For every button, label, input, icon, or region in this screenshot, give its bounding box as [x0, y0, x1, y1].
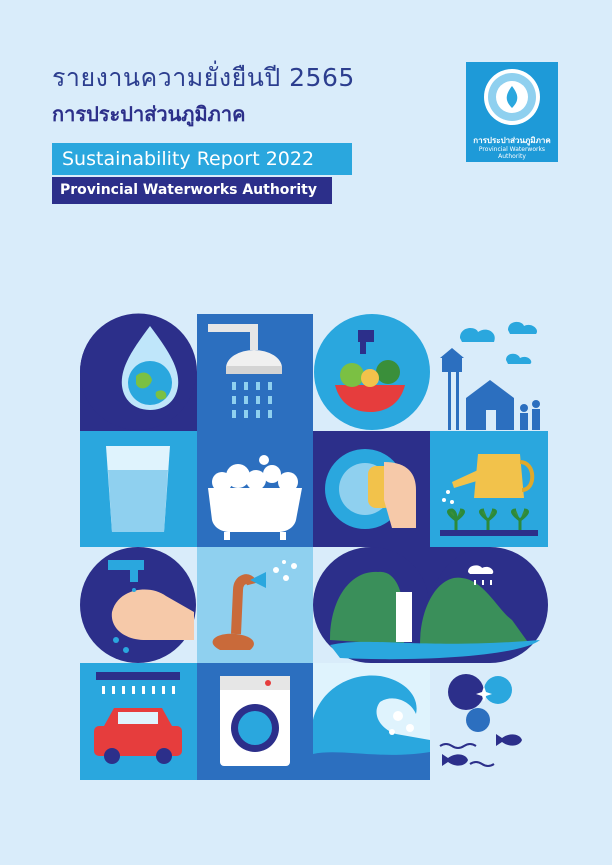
bubbles-fish-icon [430, 663, 548, 780]
ocean-wave-icon [313, 663, 430, 780]
washing-vegetables-icon [313, 314, 430, 431]
logo-name-english: Provincial Waterworks Authority [478, 146, 546, 160]
waterfall-landscape-icon [313, 547, 548, 663]
watering-can-plants-icon [430, 431, 548, 547]
water-tower-houses-icon [430, 314, 548, 431]
pwa-logo: การประปาส่วนภูมิภาค Provincial Waterwork… [466, 62, 558, 162]
organization-name-english: Provincial Waterworks Authority [52, 177, 332, 204]
report-title-english: Sustainability Report 2022 [52, 143, 352, 175]
earth-water-drop-icon [80, 313, 197, 431]
bathtub-icon [197, 431, 313, 547]
washing-machine-icon [197, 663, 313, 780]
water-glass-icon [80, 431, 197, 547]
dish-washing-icon [313, 431, 430, 547]
report-title-thai: รายงานความยั่งยืนปี 2565 [52, 63, 355, 92]
car-wash-icon [80, 663, 197, 780]
shower-icon [197, 314, 313, 431]
organization-name-thai: การประปาส่วนภูมิภาค [52, 102, 246, 126]
garden-hose-icon [197, 547, 313, 663]
logo-name-thai: การประปาส่วนภูมิภาค [473, 136, 551, 145]
hand-washing-icon [80, 547, 197, 663]
